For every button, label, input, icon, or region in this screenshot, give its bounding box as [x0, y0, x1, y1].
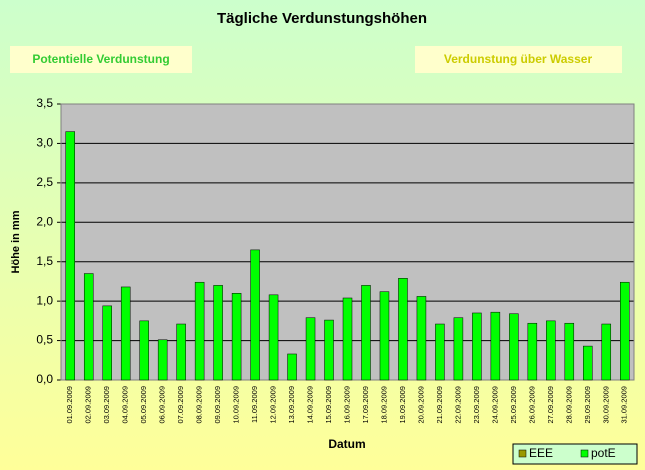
- bar: [213, 285, 223, 381]
- x-tick-label: 09.09.2009: [213, 386, 222, 424]
- x-tick-label: 28.09.2009: [564, 386, 573, 424]
- x-tick-label: 22.09.2009: [453, 386, 462, 424]
- bar: [176, 323, 186, 381]
- bar: [416, 296, 427, 381]
- bar: [120, 286, 131, 381]
- x-tick-label: 29.09.2009: [583, 386, 592, 424]
- x-tick-label: 23.09.2009: [472, 386, 481, 424]
- x-tick-label: 06.09.2009: [158, 386, 167, 424]
- bar: [490, 311, 501, 381]
- legend: [512, 443, 638, 465]
- y-tick-label: 0,5: [36, 333, 53, 347]
- x-tick-label: 02.09.2009: [84, 386, 93, 424]
- x-tick-label: 26.09.2009: [527, 386, 536, 424]
- bar: [342, 297, 353, 381]
- bar: [435, 323, 445, 381]
- x-tick-label: 30.09.2009: [601, 386, 610, 424]
- x-tick-label: 21.09.2009: [435, 386, 444, 424]
- chart-title: Tägliche Verdunstungshöhen: [217, 10, 427, 27]
- x-axis-label: Datum: [328, 437, 365, 451]
- x-tick-label: 10.09.2009: [232, 386, 241, 424]
- x-tick-label: 14.09.2009: [306, 386, 315, 424]
- y-tick-label: 1,0: [36, 293, 53, 307]
- bar: [564, 322, 575, 381]
- x-tick-label: 15.09.2009: [324, 386, 333, 424]
- x-tick-label: 13.09.2009: [287, 386, 296, 424]
- bar: [361, 285, 371, 381]
- x-tick-label: 07.09.2009: [176, 386, 185, 424]
- bar: [398, 278, 408, 381]
- bar: [546, 320, 556, 381]
- bar: [268, 294, 279, 381]
- x-tick-label: 17.09.2009: [361, 386, 370, 424]
- y-tick-label: 1,5: [36, 254, 53, 268]
- y-tick-label: 2,5: [36, 175, 53, 189]
- bar: [527, 322, 538, 381]
- y-axis-label: Höhe in mm: [10, 210, 22, 273]
- x-tick-label: 20.09.2009: [416, 386, 425, 424]
- x-tick-label: 25.09.2009: [509, 386, 518, 424]
- annotation: Verdunstung über Wasser: [444, 52, 593, 66]
- x-tick-label: 11.09.2009: [250, 386, 259, 423]
- bar: [157, 339, 168, 381]
- x-tick-label: 18.09.2009: [379, 386, 388, 424]
- x-tick-label: 08.09.2009: [195, 386, 204, 424]
- bar: [139, 320, 149, 381]
- x-tick-label: 16.09.2009: [342, 386, 351, 424]
- bar: [453, 317, 464, 381]
- y-tick-label: 0,0: [36, 372, 53, 386]
- bar: [231, 293, 242, 381]
- bar: [305, 317, 316, 381]
- annotation: Potentielle Verdunstung: [32, 52, 169, 66]
- x-tick-label: 05.09.2009: [139, 386, 148, 424]
- panel: [415, 46, 622, 73]
- x-tick-label: 03.09.2009: [102, 386, 111, 424]
- legend-label: potE: [591, 446, 616, 460]
- bar: [83, 273, 94, 381]
- bar: [583, 345, 593, 381]
- x-tick-label: 04.09.2009: [121, 386, 130, 424]
- y-tick-label: 2,0: [36, 214, 53, 228]
- x-tick-label: 24.09.2009: [490, 386, 499, 424]
- panel: [10, 46, 192, 73]
- bar: [601, 323, 612, 381]
- x-tick-label: 01.09.2009: [65, 386, 74, 424]
- bar: [379, 291, 390, 381]
- x-tick-label: 12.09.2009: [269, 386, 278, 424]
- legend-swatch: [518, 449, 527, 458]
- legend-label: EEE: [529, 446, 553, 460]
- bar: [324, 319, 334, 381]
- bar: [194, 281, 205, 381]
- bar: [102, 305, 112, 381]
- x-tick-label: 19.09.2009: [398, 386, 407, 424]
- y-tick-label: 3,0: [36, 136, 53, 150]
- y-tick-label: 3,5: [36, 96, 53, 110]
- legend-swatch: [580, 449, 589, 458]
- x-tick-label: 27.09.2009: [546, 386, 555, 424]
- bar: [620, 281, 630, 381]
- bar: [472, 312, 482, 381]
- x-tick-label: 31.09.2009: [620, 386, 629, 424]
- bar: [65, 131, 75, 381]
- bar: [509, 313, 519, 381]
- bar: [287, 353, 297, 381]
- bar: [250, 249, 260, 381]
